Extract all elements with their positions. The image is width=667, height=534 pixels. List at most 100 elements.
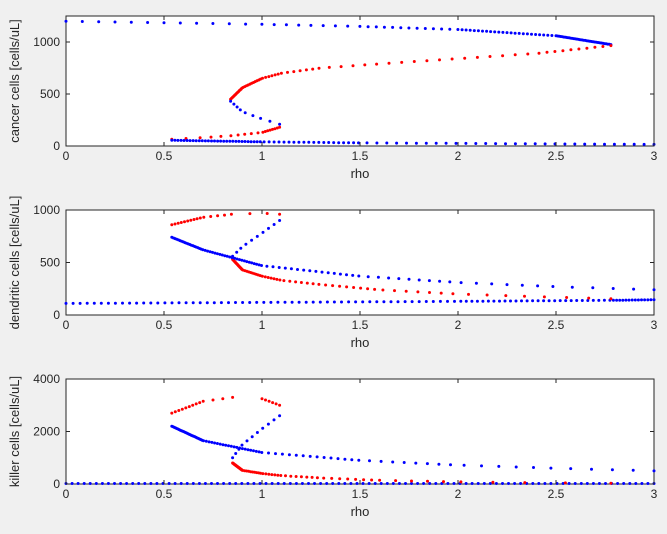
data-point bbox=[212, 301, 216, 305]
data-point bbox=[367, 482, 371, 485]
data-point bbox=[297, 300, 301, 304]
data-point bbox=[470, 299, 474, 303]
data-point bbox=[232, 445, 236, 449]
data-point bbox=[563, 481, 567, 485]
data-point bbox=[203, 248, 207, 252]
x-tick-label: 3 bbox=[651, 487, 658, 501]
data-point bbox=[526, 52, 530, 56]
x-tick-label: 1 bbox=[259, 487, 266, 501]
data-point bbox=[536, 299, 540, 303]
data-point bbox=[271, 127, 274, 131]
data-point bbox=[378, 478, 382, 482]
data-point bbox=[312, 140, 316, 144]
data-point bbox=[267, 140, 271, 144]
data-point bbox=[513, 142, 517, 146]
data-point bbox=[94, 482, 98, 485]
data-point bbox=[299, 475, 303, 479]
data-point bbox=[431, 300, 435, 303]
data-point bbox=[255, 300, 259, 304]
data-point bbox=[586, 299, 590, 302]
data-point bbox=[237, 139, 241, 143]
data-point bbox=[591, 482, 595, 485]
data-point bbox=[283, 266, 287, 270]
data-point bbox=[200, 139, 204, 143]
data-point bbox=[585, 482, 589, 485]
branch-1 bbox=[64, 19, 613, 47]
data-point bbox=[379, 482, 383, 485]
data-point bbox=[448, 27, 452, 31]
data-point bbox=[489, 30, 493, 34]
data-point bbox=[332, 300, 336, 304]
data-point bbox=[542, 299, 546, 303]
data-point bbox=[201, 248, 205, 252]
data-point bbox=[449, 463, 452, 467]
data-point bbox=[215, 252, 219, 256]
data-point bbox=[646, 298, 650, 302]
data-point bbox=[509, 31, 513, 35]
data-point bbox=[416, 482, 420, 485]
data-point bbox=[358, 24, 362, 28]
data-point bbox=[207, 440, 211, 444]
x-tick-label: 0.5 bbox=[156, 487, 173, 501]
data-point bbox=[278, 122, 282, 126]
data-point bbox=[513, 482, 517, 485]
data-point bbox=[258, 140, 262, 144]
data-point bbox=[438, 279, 442, 283]
data-point bbox=[297, 23, 301, 27]
data-point bbox=[203, 482, 207, 485]
data-point bbox=[442, 480, 445, 484]
data-point bbox=[183, 220, 186, 224]
data-point bbox=[520, 299, 523, 303]
data-point bbox=[278, 125, 282, 129]
data-point bbox=[322, 476, 326, 480]
data-point bbox=[501, 54, 505, 58]
data-point bbox=[275, 277, 279, 281]
data-point bbox=[361, 300, 365, 304]
data-point bbox=[238, 108, 242, 112]
data-point bbox=[227, 301, 230, 305]
data-point bbox=[385, 482, 389, 485]
data-point bbox=[373, 482, 377, 485]
data-point bbox=[488, 55, 492, 58]
data-point bbox=[197, 482, 201, 485]
data-point bbox=[170, 223, 174, 227]
data-point bbox=[427, 279, 431, 283]
data-point bbox=[282, 482, 286, 485]
data-point bbox=[318, 300, 322, 304]
data-point bbox=[209, 215, 213, 218]
data-point bbox=[530, 32, 533, 36]
data-point bbox=[272, 277, 276, 281]
data-point bbox=[129, 20, 133, 24]
data-point bbox=[184, 301, 188, 305]
data-point bbox=[231, 139, 235, 143]
data-point bbox=[514, 299, 518, 303]
plot-area bbox=[65, 209, 655, 316]
data-point bbox=[225, 254, 229, 258]
branch-5 bbox=[170, 138, 656, 146]
data-point bbox=[484, 142, 488, 145]
data-point bbox=[426, 479, 429, 483]
data-point bbox=[459, 480, 463, 484]
data-point bbox=[70, 482, 74, 485]
data-point bbox=[493, 30, 497, 34]
data-point bbox=[162, 21, 166, 25]
data-point bbox=[273, 127, 277, 131]
data-point bbox=[440, 27, 444, 31]
data-point bbox=[343, 482, 347, 485]
x-axis-label: rho bbox=[351, 166, 370, 181]
data-point bbox=[480, 464, 483, 468]
data-point bbox=[366, 25, 370, 29]
data-point bbox=[296, 268, 299, 271]
data-point bbox=[474, 281, 478, 285]
data-point bbox=[178, 21, 182, 25]
data-point bbox=[170, 411, 174, 415]
data-point bbox=[551, 285, 555, 288]
data-point bbox=[232, 102, 236, 106]
data-point bbox=[597, 298, 601, 302]
data-point bbox=[223, 254, 227, 258]
data-point bbox=[488, 482, 492, 485]
data-point bbox=[490, 282, 494, 286]
data-point bbox=[267, 472, 271, 476]
branch-1 bbox=[64, 482, 656, 485]
data-point bbox=[211, 250, 214, 254]
